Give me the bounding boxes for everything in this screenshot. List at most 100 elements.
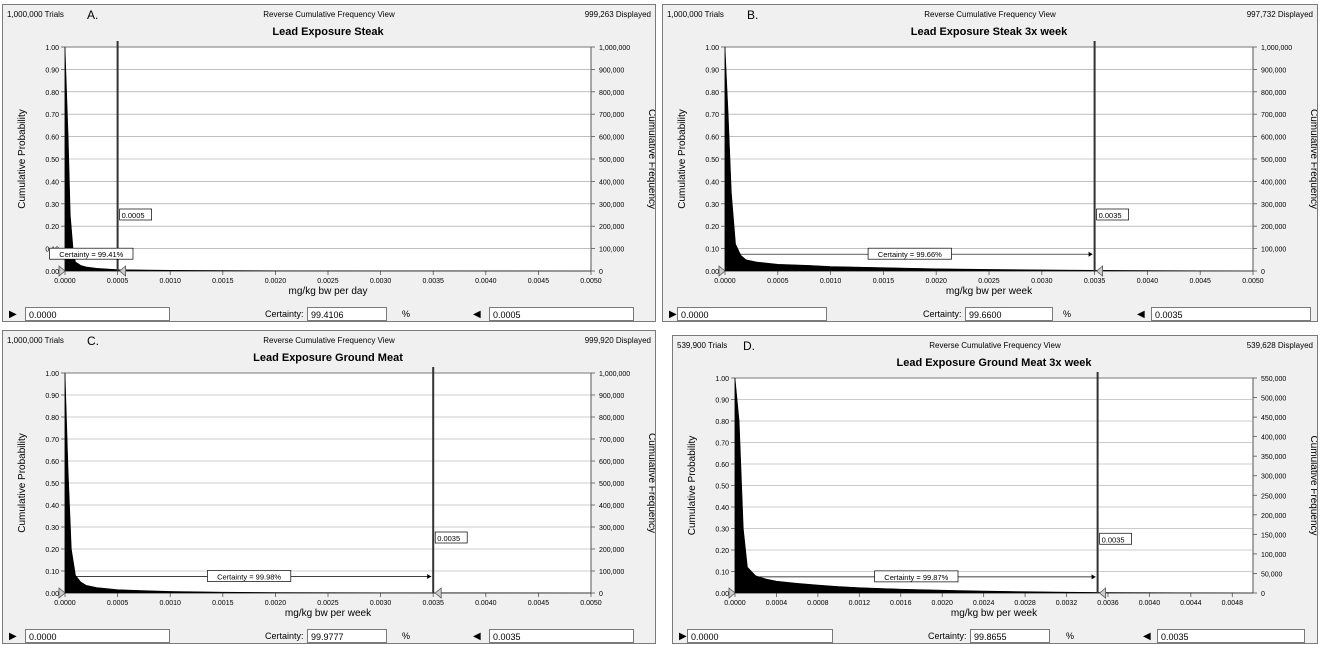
chart-c: Lead Exposure Ground Meat 0.00 0.10 0.20 0.3…: [17, 352, 655, 619]
y2-tick-label: 700,000: [1261, 112, 1286, 119]
distribution-area: [724, 46, 1254, 272]
left-grabber-handle-icon[interactable]: [58, 587, 66, 599]
y2-tick-label: 500,000: [1261, 157, 1286, 164]
y-axis-label: Cumulative Probability: [677, 109, 688, 209]
y-tick-label: 0.40: [705, 179, 719, 186]
left-value-input[interactable]: 0.0000: [25, 307, 170, 321]
certainty-input[interactable]: 99.9777: [307, 629, 387, 643]
x-axis-label: mg/kg bw per week: [951, 608, 1038, 619]
y2-tick-label: 600,000: [599, 459, 624, 466]
y-tick-label: 0.00: [45, 591, 59, 598]
x-tick-label: 0.0020: [265, 600, 287, 607]
arrow-head-right-icon: [427, 574, 432, 579]
x-tick-label: 0.0050: [1242, 278, 1264, 285]
chart-d: Lead Exposure Ground Meat 3x week 0.00 0.1…: [687, 357, 1317, 619]
y-tick-label: 0.70: [45, 112, 59, 119]
cutoff-label-box: [1099, 532, 1132, 545]
right-grabber-icon[interactable]: ◀: [473, 631, 481, 642]
y-tick-label: 0.70: [705, 112, 719, 119]
certainty-caption: Certainty:: [928, 631, 967, 641]
x-tick-label: 0.0045: [528, 600, 550, 607]
y-tick-label: 0.40: [715, 505, 729, 512]
left-value-input[interactable]: 0.0000: [25, 629, 170, 643]
displayed-count: 997,732 Displayed: [1246, 10, 1313, 19]
left-value-input[interactable]: 0.0000: [687, 629, 833, 643]
x-tick-label: 0.0000: [714, 278, 736, 285]
y-tick-label: 1.00: [705, 45, 719, 52]
y2-tick-label: 0: [1261, 591, 1265, 598]
y-axis-label: Cumulative Probability: [17, 109, 28, 209]
cutoff-label-text: 0.0035: [1102, 535, 1125, 544]
x-tick-label: 0.0025: [317, 600, 339, 607]
left-grabber-icon[interactable]: ▶: [669, 309, 677, 320]
right-value-input[interactable]: 0.0035: [1151, 307, 1311, 321]
y-tick-label: 0.30: [45, 525, 59, 532]
y-tick-label: 0.20: [45, 547, 59, 554]
panel-header: 1,000,000 Trials B. Reverse Cumulative F…: [667, 7, 1313, 23]
x-tick-label: 0.0012: [849, 600, 871, 607]
trials-count: 1,000,000 Trials: [7, 336, 64, 345]
y-tick-label: 0.30: [45, 202, 59, 209]
y2-tick-label: 100,000: [1261, 552, 1286, 559]
x-tick-label: 0.0030: [370, 278, 392, 285]
y-tick-label: 0.50: [45, 157, 59, 164]
y2-tick-label: 900,000: [599, 67, 624, 74]
left-value-input[interactable]: 0.0000: [677, 307, 827, 321]
view-mode: Reverse Cumulative Frequency View: [929, 341, 1061, 350]
right-grabber-handle-icon[interactable]: [434, 587, 442, 599]
x-tick-label: 0.0015: [212, 278, 234, 285]
certainty-label: Certainty = 99.66%: [878, 250, 942, 259]
right-grabber-handle-icon[interactable]: [1098, 587, 1106, 599]
x-tick-label: 0.0005: [767, 278, 789, 285]
trials-count: 1,000,000 Trials: [667, 10, 724, 19]
right-value-input[interactable]: 0.0035: [489, 629, 634, 643]
y-tick-label: 0.30: [715, 527, 729, 534]
view-mode: Reverse Cumulative Frequency View: [263, 10, 395, 19]
panel-label: D.: [743, 339, 755, 353]
x-axis-label: mg/kg bw per week: [946, 286, 1033, 297]
chart-panel-a: 1,000,000 Trials A. Reverse Cumulative F…: [2, 4, 656, 322]
right-grabber-icon[interactable]: ◀: [1137, 309, 1145, 320]
left-grabber-icon[interactable]: ▶: [9, 631, 17, 642]
right-grabber-handle-icon[interactable]: [118, 265, 126, 277]
certainty-controls: ▶ 0.0000 Certainty: 99.4106 % ◀ 0.0005: [3, 307, 655, 321]
cutoff-label: 0.0035: [434, 531, 468, 544]
y2-tick-label: 1,000,000: [599, 45, 630, 52]
y2-tick-label: 500,000: [599, 481, 624, 488]
cutoff-label-text: 0.0035: [437, 534, 460, 543]
y2-tick-label: 500,000: [1261, 396, 1286, 403]
certainty-caption: Certainty:: [265, 309, 304, 319]
certainty-input[interactable]: 99.6600: [965, 307, 1053, 321]
left-grabber-icon[interactable]: ▶: [679, 631, 687, 642]
cutoff-label: 0.0035: [1096, 208, 1129, 221]
right-grabber-icon[interactable]: ◀: [1143, 631, 1151, 642]
certainty-input[interactable]: 99.4106: [307, 307, 387, 321]
y2-tick-label: 150,000: [1261, 532, 1286, 539]
y-axis-label: Cumulative Probability: [17, 433, 28, 533]
y2-tick-label: 800,000: [1261, 90, 1286, 97]
chart-title: Lead Exposure Ground Meat: [253, 352, 403, 364]
x-tick-label: 0.0008: [807, 600, 829, 607]
y-tick-label: 0.90: [715, 398, 729, 405]
right-value-input[interactable]: 0.0035: [1157, 629, 1305, 643]
y2-tick-label: 200,000: [1261, 224, 1286, 231]
y2-tick-label: 200,000: [1261, 513, 1286, 520]
x-tick-label: 0.0040: [475, 278, 497, 285]
certainty-label: Certainty = 99.41%: [59, 250, 123, 259]
x-tick-label: 0.0016: [890, 600, 912, 607]
certainty-input[interactable]: 99.8655: [970, 629, 1050, 643]
left-grabber-handle-icon[interactable]: [58, 265, 66, 277]
chart-title: Lead Exposure Steak: [272, 26, 384, 38]
left-grabber-handle-icon[interactable]: [718, 265, 726, 277]
displayed-count: 539,628 Displayed: [1246, 341, 1313, 350]
y2-tick-label: 300,000: [1261, 202, 1286, 209]
right-grabber-icon[interactable]: ◀: [473, 309, 481, 320]
x-tick-label: 0.0005: [107, 600, 129, 607]
x-tick-label: 0.0040: [1137, 278, 1159, 285]
left-grabber-icon[interactable]: ▶: [9, 309, 17, 320]
left-grabber-handle-icon[interactable]: [728, 587, 736, 599]
right-grabber-handle-icon[interactable]: [1095, 265, 1103, 277]
y-tick-label: 0.40: [45, 503, 59, 510]
right-value-input[interactable]: 0.0005: [489, 307, 634, 321]
x-tick-label: 0.0000: [54, 600, 76, 607]
